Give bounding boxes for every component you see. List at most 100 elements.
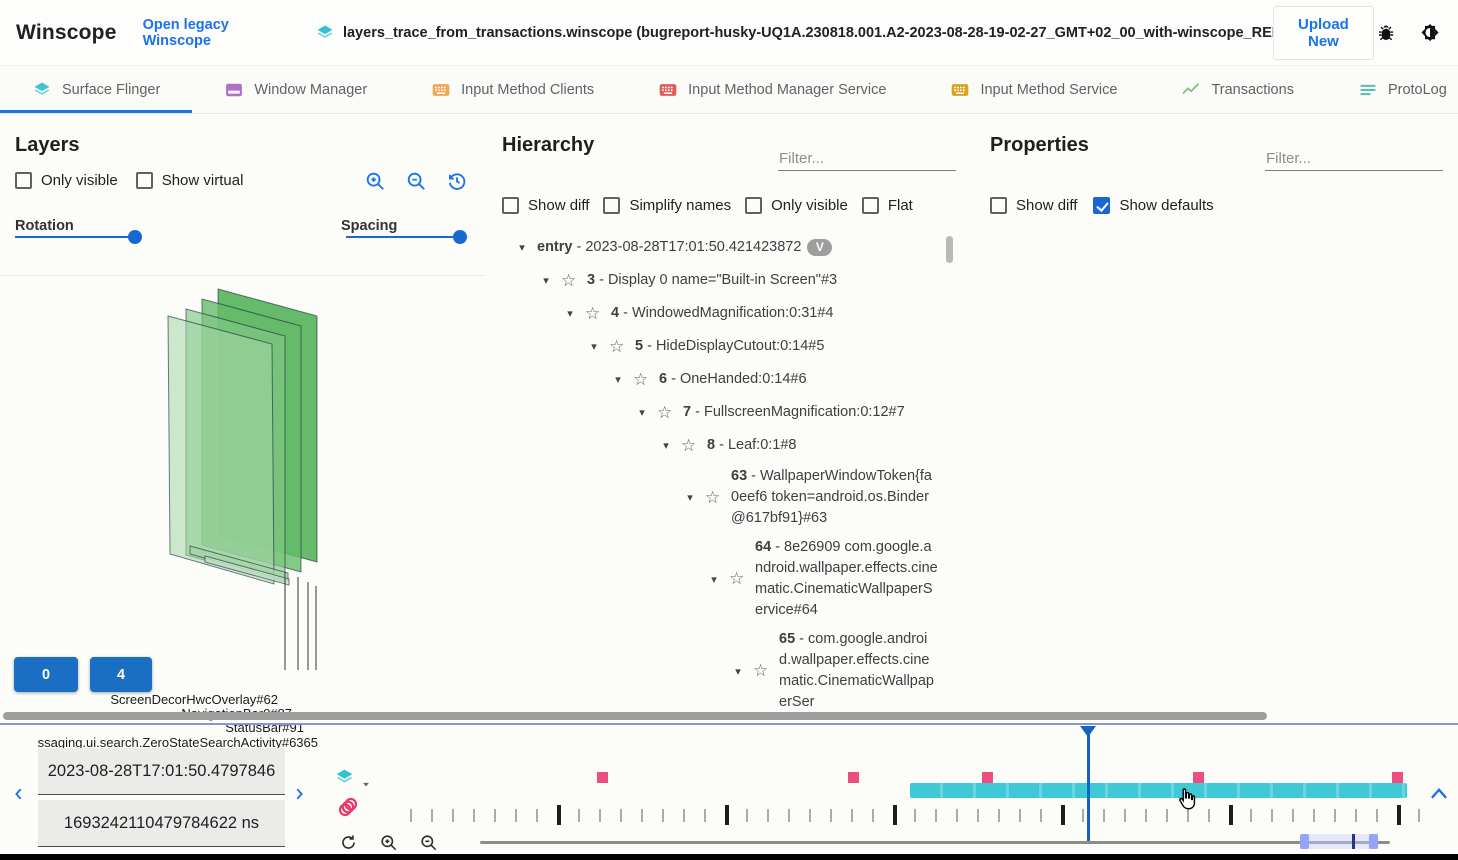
star-icon[interactable]: ☆ xyxy=(729,569,745,588)
expand-arrow-icon[interactable]: ▾ xyxy=(567,308,573,320)
properties-filter-input[interactable] xyxy=(1265,147,1443,171)
tab-input-method-service[interactable]: Input Method Service xyxy=(918,66,1149,113)
trace-event-marker[interactable] xyxy=(1193,772,1204,783)
star-icon[interactable]: ☆ xyxy=(657,402,673,422)
expand-arrow-icon[interactable]: ▾ xyxy=(687,492,693,504)
trace-event-marker[interactable] xyxy=(848,772,859,783)
checkbox-show-virtual[interactable]: Show virtual xyxy=(135,172,243,189)
expand-arrow-icon[interactable]: ▾ xyxy=(735,665,741,678)
expand-arrow-icon[interactable]: ▾ xyxy=(543,275,549,287)
trace-select-caret-icon[interactable] xyxy=(359,777,373,791)
tab-surface-flinger[interactable]: Surface Flinger xyxy=(0,66,192,113)
spacing-slider[interactable] xyxy=(346,230,468,244)
trace-event-marker[interactable] xyxy=(1392,772,1403,783)
horizontal-scrollbar[interactable] xyxy=(3,712,1267,720)
tree-node-5[interactable]: ▾ ☆ 5 - HideDisplayCutout:0:14#5 xyxy=(490,330,952,363)
star-icon[interactable]: ☆ xyxy=(585,303,601,323)
expand-arrow-icon[interactable]: ▾ xyxy=(639,407,645,419)
open-legacy-link[interactable]: Open legacy Winscope xyxy=(142,16,229,49)
human-timestamp-field[interactable]: 2023-08-28T17:01:50.4797846 xyxy=(38,748,285,795)
next-entry-chevron-icon[interactable] xyxy=(291,783,308,805)
checkbox-show-diff[interactable]: Show diff xyxy=(502,197,589,214)
expand-arrow-icon[interactable]: ▾ xyxy=(519,242,525,254)
collapse-timeline-chevron-icon[interactable] xyxy=(1428,785,1450,800)
unchecked-checkbox-icon[interactable] xyxy=(990,197,1007,214)
layers-3d-canvas[interactable] xyxy=(0,275,490,670)
rotation-slider[interactable] xyxy=(15,230,142,244)
tree-node-4[interactable]: ▾ ☆ 4 - WindowedMagnification:0:31#4 xyxy=(490,297,952,330)
expand-arrow-icon[interactable]: ▾ xyxy=(711,573,717,586)
star-icon[interactable]: ☆ xyxy=(633,369,649,389)
layers-trace-icon[interactable] xyxy=(334,767,355,788)
layer-label[interactable]: ScreenDecorHwcOverlay#62 xyxy=(110,692,278,707)
expand-arrow-icon[interactable]: ▾ xyxy=(591,341,597,353)
tab-transactions[interactable]: Transactions xyxy=(1149,66,1325,113)
checkbox-only-visible[interactable]: Only visible xyxy=(15,172,118,189)
star-icon[interactable]: ☆ xyxy=(681,435,697,455)
upload-new-button[interactable]: Upload New xyxy=(1272,5,1374,60)
checkbox-flat[interactable]: Flat xyxy=(861,197,913,214)
expand-arrow-icon[interactable]: ▾ xyxy=(615,374,621,386)
tab-protolog[interactable]: ProtoLog xyxy=(1326,66,1458,113)
checkbox-label: Flat xyxy=(887,197,913,214)
layer-label[interactable]: ssaging.ui.search.ZeroStateSearchActivit… xyxy=(37,735,318,750)
range-handle-right[interactable] xyxy=(1369,834,1378,849)
checkbox-show-defaults[interactable]: Show defaults xyxy=(1093,197,1214,214)
range-selection[interactable] xyxy=(1300,834,1378,849)
chart-icon xyxy=(1181,80,1201,100)
tree-node-64[interactable]: ▾ ☆ 64 - 8e26909 com.google.android.wallpa… xyxy=(490,533,952,625)
spacing-slider-thumb[interactable] xyxy=(453,230,467,244)
zoom-in-icon[interactable] xyxy=(364,170,386,192)
tree-node-65[interactable]: ▾ ☆ 65 - com.google.android.wallpaper.effe… xyxy=(490,625,952,711)
star-icon[interactable]: ☆ xyxy=(561,270,577,290)
timeline-tick xyxy=(1250,809,1252,822)
unchecked-checkbox-icon[interactable] xyxy=(861,197,879,214)
checkbox-only-visible[interactable]: Only visible xyxy=(745,197,848,214)
refresh-icon[interactable] xyxy=(339,833,358,852)
range-slider-track[interactable] xyxy=(480,841,1390,844)
tab-window-manager[interactable]: Window Manager xyxy=(192,66,399,113)
reset-view-icon[interactable] xyxy=(446,170,468,192)
tab-input-method-manager-service[interactable]: Input Method Manager Service xyxy=(626,66,918,113)
trace-event-marker[interactable] xyxy=(597,772,608,783)
trace-event-marker[interactable] xyxy=(982,772,993,783)
timeline-zoom-out-icon[interactable] xyxy=(419,833,438,852)
unchecked-checkbox-icon[interactable] xyxy=(502,197,519,214)
unchecked-checkbox-icon[interactable] xyxy=(135,172,153,189)
display-button-0[interactable]: 0 xyxy=(14,657,78,692)
tree-node-6[interactable]: ▾ ☆ 6 - OneHanded:0:14#6 xyxy=(490,363,952,396)
tree-node-8[interactable]: ▾ ☆ 8 - Leaf:0:1#8 xyxy=(490,429,952,462)
range-handle-left[interactable] xyxy=(1300,834,1309,849)
tree-node-3[interactable]: ▾ ☆ 3 - Display 0 name="Built-in Screen"#3 xyxy=(490,264,952,297)
star-icon[interactable]: ☆ xyxy=(609,336,625,356)
tree-node-entry[interactable]: ▾ entry - 2023-08-28T17:01:50.421423872 V xyxy=(490,231,952,264)
bug-report-icon[interactable] xyxy=(1376,21,1396,44)
unchecked-checkbox-icon[interactable] xyxy=(603,197,621,214)
checkbox-simplify-names[interactable]: Simplify names xyxy=(603,197,731,214)
playhead-marker[interactable] xyxy=(1080,726,1096,844)
prev-entry-chevron-icon[interactable] xyxy=(10,783,27,805)
zoom-out-icon[interactable] xyxy=(405,170,427,192)
timeline-zoom-in-icon[interactable] xyxy=(379,833,398,852)
display-button-4[interactable]: 4 xyxy=(90,657,152,692)
unchecked-checkbox-icon[interactable] xyxy=(15,172,32,189)
star-icon[interactable]: ☆ xyxy=(753,661,769,680)
hierarchy-scrollbar[interactable] xyxy=(946,236,953,263)
loaded-file-name: layers_trace_from_transactions.winscope … xyxy=(342,24,1362,41)
tree-node-7[interactable]: ▾ ☆ 7 - FullscreenMagnification:0:12#7 xyxy=(490,396,952,429)
checkbox-show-diff[interactable]: Show diff xyxy=(990,197,1077,214)
timeline-ruler[interactable] xyxy=(0,725,1458,854)
tree-node-63[interactable]: ▾ ☆ 63 - WallpaperWindowToken{fa0eef6 toke… xyxy=(490,462,952,533)
ns-timestamp-field[interactable]: 1693242110479784622 ns xyxy=(38,800,285,847)
layers-trace-track[interactable] xyxy=(910,783,1407,798)
star-icon[interactable]: ☆ xyxy=(705,487,721,507)
transitions-trace-icon[interactable] xyxy=(336,795,360,819)
checked-checkbox-icon[interactable] xyxy=(1093,197,1111,214)
expand-arrow-icon[interactable]: ▾ xyxy=(663,440,669,452)
hierarchy-filter-input[interactable] xyxy=(778,147,956,171)
dark-mode-toggle-icon[interactable] xyxy=(1420,21,1440,44)
rotation-slider-thumb[interactable] xyxy=(128,230,142,244)
unchecked-checkbox-icon[interactable] xyxy=(745,197,763,214)
tab-input-method-clients[interactable]: Input Method Clients xyxy=(399,66,626,113)
timeline-tick xyxy=(809,809,811,822)
